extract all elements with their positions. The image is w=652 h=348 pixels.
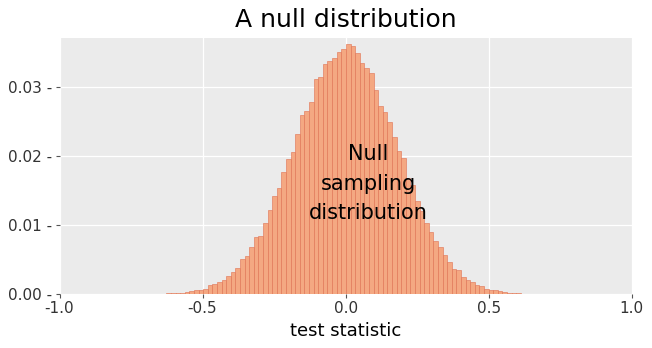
Bar [277,188,282,294]
Bar [452,269,456,294]
Bar [217,282,222,294]
Bar [378,106,383,294]
Bar [244,256,249,294]
Bar [185,292,189,294]
Bar [263,223,267,294]
Bar [364,68,369,294]
Bar [396,151,401,294]
Bar [235,268,240,294]
Bar [438,247,443,294]
Bar [415,201,420,294]
Bar [194,290,199,294]
Bar [327,61,332,294]
Bar [387,122,392,294]
Bar [341,49,346,294]
Bar [516,293,521,294]
Bar [346,44,351,294]
X-axis label: test statistic: test statistic [290,322,401,340]
Bar [166,293,171,294]
Bar [466,280,470,294]
Bar [208,285,213,294]
Title: A null distribution: A null distribution [235,8,456,32]
Bar [273,196,277,294]
Bar [323,64,327,294]
Bar [249,247,254,294]
Bar [226,276,231,294]
Bar [383,112,387,294]
Bar [360,63,364,294]
Bar [222,279,226,294]
Bar [332,58,336,294]
Bar [309,102,314,294]
Bar [231,272,235,294]
Bar [189,291,194,294]
Bar [199,290,203,294]
Bar [267,210,273,294]
Bar [494,290,498,294]
Bar [401,158,406,294]
Text: Null
sampling
distribution: Null sampling distribution [309,144,428,223]
Bar [489,290,494,294]
Bar [351,46,355,294]
Bar [286,159,291,294]
Bar [429,232,434,294]
Bar [443,255,447,294]
Bar [374,90,378,294]
Bar [355,53,360,294]
Bar [434,242,438,294]
Bar [410,185,415,294]
Bar [484,288,489,294]
Bar [175,293,180,294]
Bar [503,292,507,294]
Bar [420,212,424,294]
Bar [291,152,295,294]
Bar [336,52,341,294]
Bar [447,262,452,294]
Bar [314,79,318,294]
Bar [282,172,286,294]
Bar [479,286,484,294]
Bar [424,223,429,294]
Bar [171,293,175,294]
Bar [456,270,461,294]
Bar [512,293,516,294]
Bar [258,236,263,294]
Bar [203,289,208,294]
Bar [498,292,503,294]
Bar [470,282,475,294]
Bar [180,293,185,294]
Bar [461,277,466,294]
Bar [507,293,512,294]
Bar [240,259,244,294]
Bar [392,137,396,294]
Bar [369,72,374,294]
Bar [300,115,304,294]
Bar [213,284,217,294]
Bar [406,177,410,294]
Bar [475,285,479,294]
Bar [254,237,258,294]
Bar [318,77,323,294]
Bar [295,134,300,294]
Bar [304,111,309,294]
